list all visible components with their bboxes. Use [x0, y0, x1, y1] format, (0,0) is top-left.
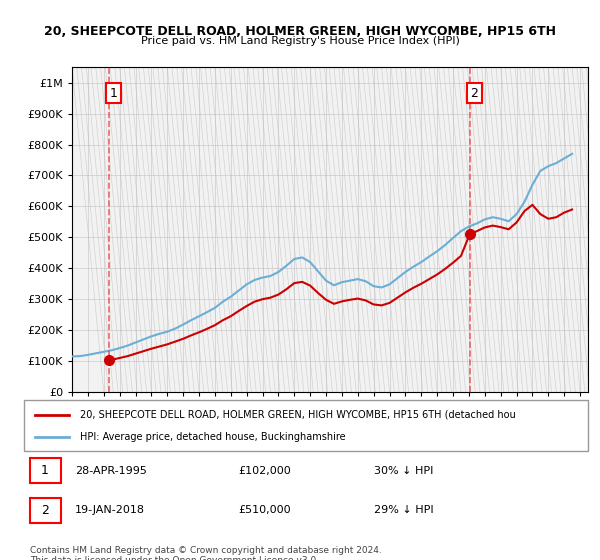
Text: 1: 1 [110, 87, 118, 100]
Text: £510,000: £510,000 [238, 505, 291, 515]
Text: 29% ↓ HPI: 29% ↓ HPI [374, 505, 433, 515]
Text: 2: 2 [470, 87, 478, 100]
Text: Contains HM Land Registry data © Crown copyright and database right 2024.
This d: Contains HM Land Registry data © Crown c… [30, 546, 382, 560]
FancyBboxPatch shape [29, 497, 61, 522]
FancyBboxPatch shape [29, 458, 61, 483]
Text: 28-APR-1995: 28-APR-1995 [75, 466, 146, 476]
Text: 30% ↓ HPI: 30% ↓ HPI [374, 466, 433, 476]
Text: 20, SHEEPCOTE DELL ROAD, HOLMER GREEN, HIGH WYCOMBE, HP15 6TH (detached hou: 20, SHEEPCOTE DELL ROAD, HOLMER GREEN, H… [80, 409, 516, 419]
Text: HPI: Average price, detached house, Buckinghamshire: HPI: Average price, detached house, Buck… [80, 432, 346, 442]
Text: 1: 1 [41, 464, 49, 477]
Text: Price paid vs. HM Land Registry's House Price Index (HPI): Price paid vs. HM Land Registry's House … [140, 36, 460, 46]
Text: 20, SHEEPCOTE DELL ROAD, HOLMER GREEN, HIGH WYCOMBE, HP15 6TH: 20, SHEEPCOTE DELL ROAD, HOLMER GREEN, H… [44, 25, 556, 38]
FancyBboxPatch shape [24, 400, 588, 451]
Text: 2: 2 [41, 503, 49, 516]
Text: £102,000: £102,000 [238, 466, 291, 476]
Text: 19-JAN-2018: 19-JAN-2018 [75, 505, 145, 515]
